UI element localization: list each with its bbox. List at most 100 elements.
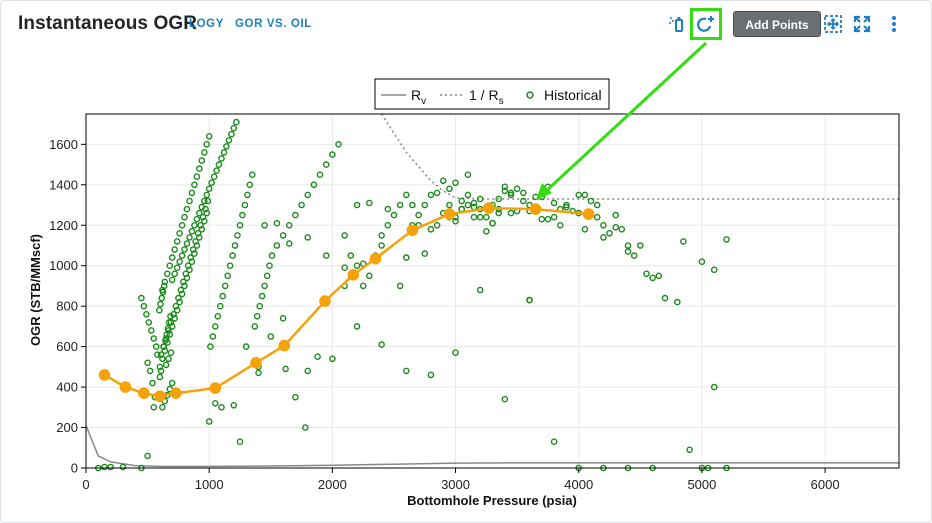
historical-point[interactable] <box>396 201 404 209</box>
historical-point[interactable] <box>710 266 718 274</box>
historical-point[interactable] <box>234 232 241 239</box>
historical-point[interactable] <box>402 254 410 261</box>
historical-point[interactable] <box>186 197 193 205</box>
historical-point[interactable] <box>165 327 172 334</box>
historical-point[interactable] <box>205 185 213 193</box>
historical-point[interactable] <box>507 209 515 217</box>
historical-point[interactable] <box>159 286 166 294</box>
historical-point[interactable] <box>154 351 161 359</box>
historical-point[interactable] <box>146 367 154 375</box>
historical-point[interactable] <box>188 258 196 266</box>
historical-point[interactable] <box>203 191 210 199</box>
historical-point[interactable] <box>183 274 191 282</box>
historical-point[interactable] <box>176 298 183 306</box>
historical-point[interactable] <box>226 262 234 270</box>
historical-point[interactable] <box>172 302 180 310</box>
historical-point[interactable] <box>489 219 496 227</box>
historical-point[interactable] <box>723 236 730 243</box>
historical-point[interactable] <box>310 181 318 189</box>
historical-point[interactable] <box>476 213 484 221</box>
historical-point[interactable] <box>216 302 224 310</box>
historical-point[interactable] <box>268 252 276 259</box>
historical-point[interactable] <box>329 355 336 363</box>
historical-point[interactable] <box>143 310 150 318</box>
historical-point[interactable] <box>353 262 361 270</box>
historical-point[interactable] <box>171 314 178 322</box>
historical-point[interactable] <box>183 240 191 247</box>
historical-point[interactable] <box>205 132 213 140</box>
historical-point[interactable] <box>618 225 626 233</box>
historical-point[interactable] <box>261 282 268 290</box>
historical-point[interactable] <box>353 201 361 209</box>
historical-point[interactable] <box>184 262 192 270</box>
historical-point[interactable] <box>219 292 226 300</box>
historical-point[interactable] <box>600 234 607 241</box>
historical-point[interactable] <box>427 225 435 233</box>
historical-point[interactable] <box>173 306 181 314</box>
historical-point[interactable] <box>203 140 210 148</box>
historical-point[interactable] <box>253 312 261 320</box>
historical-point[interactable] <box>205 418 213 425</box>
historical-point[interactable] <box>402 191 410 199</box>
historical-point[interactable] <box>197 221 204 229</box>
fitted-point[interactable] <box>347 269 360 281</box>
historical-point[interactable] <box>236 438 244 446</box>
historical-point[interactable] <box>501 395 509 403</box>
historical-point[interactable] <box>200 197 208 205</box>
historical-point[interactable] <box>204 197 212 205</box>
historical-point[interactable] <box>147 327 155 334</box>
historical-point[interactable] <box>557 221 564 229</box>
historical-point[interactable] <box>279 314 287 322</box>
historical-point[interactable] <box>464 171 472 178</box>
historical-point[interactable] <box>421 250 429 257</box>
historical-point[interactable] <box>241 201 249 209</box>
historical-point[interactable] <box>199 213 207 221</box>
historical-point[interactable] <box>341 264 349 272</box>
historical-point[interactable] <box>279 232 287 239</box>
historical-point[interactable] <box>107 463 114 471</box>
historical-point[interactable] <box>236 221 244 229</box>
move-icon[interactable] <box>820 11 846 37</box>
historical-point[interactable] <box>593 201 601 209</box>
fitted-point[interactable] <box>443 208 456 220</box>
historical-point[interactable] <box>159 355 166 363</box>
historical-point[interactable] <box>187 254 194 261</box>
historical-point[interactable] <box>168 379 176 387</box>
fitted-point[interactable] <box>154 390 166 403</box>
historical-point[interactable] <box>285 221 293 229</box>
historical-point[interactable] <box>248 171 256 178</box>
fitted-point[interactable] <box>278 339 291 352</box>
historical-point[interactable] <box>230 401 238 409</box>
historical-point[interactable] <box>167 319 175 326</box>
historical-point[interactable] <box>476 195 484 203</box>
historical-point[interactable] <box>182 270 190 278</box>
historical-point[interactable] <box>188 189 196 197</box>
historical-point[interactable] <box>710 383 718 391</box>
historical-point[interactable] <box>273 242 281 249</box>
historical-point[interactable] <box>193 173 201 180</box>
historical-point[interactable] <box>520 197 527 205</box>
historical-point[interactable] <box>168 323 176 330</box>
historical-point[interactable] <box>175 294 182 302</box>
historical-point[interactable] <box>433 221 441 229</box>
historical-point[interactable] <box>365 272 373 280</box>
historical-point[interactable] <box>390 211 398 219</box>
historical-point[interactable] <box>285 240 293 247</box>
flask-icon[interactable] <box>664 11 690 37</box>
historical-point[interactable] <box>173 264 181 272</box>
historical-point[interactable] <box>166 331 174 338</box>
historical-point[interactable] <box>335 140 342 148</box>
historical-point[interactable] <box>600 221 607 229</box>
historical-point[interactable] <box>304 234 312 241</box>
historical-point[interactable] <box>255 369 262 377</box>
historical-point[interactable] <box>563 203 570 211</box>
historical-point[interactable] <box>150 335 158 342</box>
fitted-point[interactable] <box>170 387 182 400</box>
historical-point[interactable] <box>186 234 193 241</box>
historical-point[interactable] <box>674 298 681 306</box>
historical-point[interactable] <box>167 349 175 357</box>
historical-point[interactable] <box>208 179 215 187</box>
historical-point[interactable] <box>168 276 176 284</box>
historical-point[interactable] <box>181 246 188 253</box>
historical-point[interactable] <box>544 215 552 223</box>
